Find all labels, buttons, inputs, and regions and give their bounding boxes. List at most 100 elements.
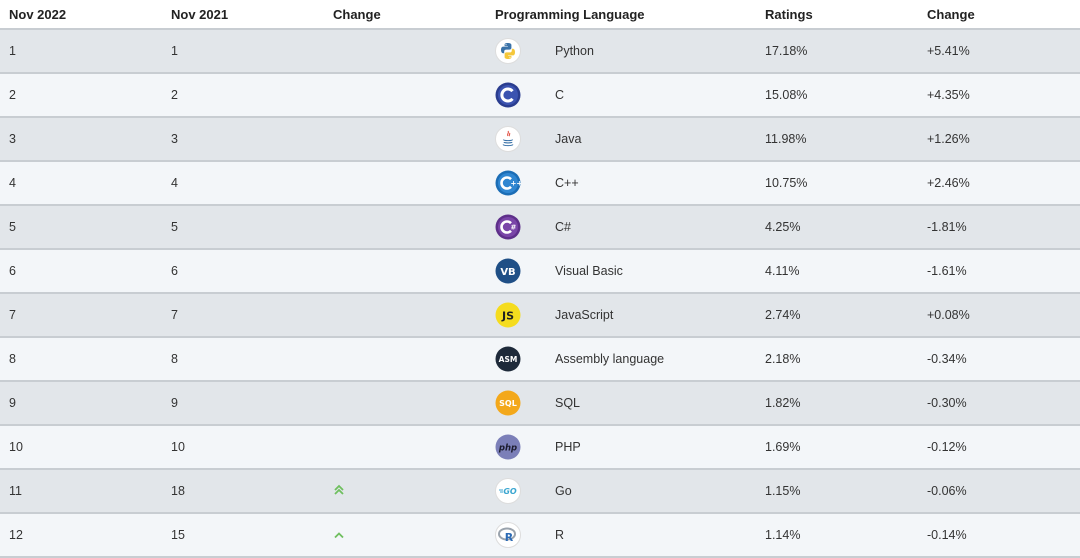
rank-nov-2022: 11 <box>0 469 162 514</box>
up-arrow-icon <box>333 531 345 539</box>
rating-value: 1.69% <box>756 425 918 470</box>
rating-change: +0.08% <box>918 293 1080 338</box>
csharp-logo-icon: # <box>495 214 521 240</box>
svg-text:SQL: SQL <box>499 399 517 408</box>
table-row: 4 4 ++ C++ 10.75% +2.46% <box>0 161 1080 206</box>
rank-nov-2022: 7 <box>0 293 162 338</box>
svg-text:ASM: ASM <box>499 355 518 364</box>
rating-value: 2.18% <box>756 337 918 382</box>
svg-text:GO: GO <box>503 487 517 496</box>
table-row: 9 9 SQL SQL 1.82% -0.30% <box>0 381 1080 426</box>
python-logo-icon <box>495 38 521 64</box>
language-name: JavaScript <box>555 308 614 322</box>
language-cell: ASM Assembly language <box>486 337 756 382</box>
table-row: 7 7 JS JavaScript 2.74% +0.08% <box>0 293 1080 338</box>
language-cell: VB Visual Basic <box>486 249 756 294</box>
rank-nov-2021: 18 <box>162 469 324 514</box>
go-logo-icon: GO <box>495 478 521 504</box>
rating-value: 1.15% <box>756 469 918 514</box>
language-cell: C <box>486 73 756 118</box>
vb-logo-icon: VB <box>495 258 521 284</box>
language-cell: Java <box>486 117 756 162</box>
svg-text:R: R <box>505 531 514 544</box>
rating-value: 10.75% <box>756 161 918 206</box>
language-cell: # C# <box>486 205 756 250</box>
language-name: Python <box>555 44 594 58</box>
rating-value: 4.11% <box>756 249 918 294</box>
rank-nov-2022: 1 <box>0 29 162 74</box>
table-row: 8 8 ASM Assembly language 2.18% -0.34% <box>0 337 1080 382</box>
svg-text:#: # <box>511 224 517 232</box>
table-row: 11 18 GO Go 1.15% -0.06% <box>0 469 1080 514</box>
table-row: 6 6 VB Visual Basic 4.11% -1.61% <box>0 249 1080 294</box>
svg-text:php: php <box>498 444 517 454</box>
rank-nov-2021: 4 <box>162 161 324 206</box>
position-change <box>324 117 486 162</box>
position-change <box>324 513 486 558</box>
language-cell: ++ C++ <box>486 161 756 206</box>
rank-nov-2022: 3 <box>0 117 162 162</box>
rating-value: 15.08% <box>756 73 918 118</box>
table-row: 5 5 # C# 4.25% -1.81% <box>0 205 1080 250</box>
language-name: R <box>555 528 565 542</box>
position-change <box>324 337 486 382</box>
table-row: 10 10 php PHP 1.69% -0.12% <box>0 425 1080 470</box>
double-up-arrow-icon <box>333 484 345 496</box>
svg-text:VB: VB <box>500 267 515 278</box>
rating-change: -0.14% <box>918 513 1080 558</box>
header-ratings: Ratings <box>756 0 918 30</box>
rank-nov-2021: 7 <box>162 293 324 338</box>
rating-change: +4.35% <box>918 73 1080 118</box>
language-cell: SQL SQL <box>486 381 756 426</box>
rank-nov-2022: 2 <box>0 73 162 118</box>
language-name: C <box>555 88 565 102</box>
position-change <box>324 73 486 118</box>
rating-change: -0.34% <box>918 337 1080 382</box>
rank-nov-2021: 10 <box>162 425 324 470</box>
language-name: SQL <box>555 396 581 410</box>
language-name: Assembly language <box>555 352 665 366</box>
header-nov-2021: Nov 2021 <box>162 0 324 30</box>
rating-value: 1.14% <box>756 513 918 558</box>
rating-change: -0.12% <box>918 425 1080 470</box>
rating-change: +5.41% <box>918 29 1080 74</box>
rank-nov-2021: 6 <box>162 249 324 294</box>
language-name: Go <box>555 484 572 498</box>
asm-logo-icon: ASM <box>495 346 521 372</box>
position-change <box>324 161 486 206</box>
language-cell: Python <box>486 29 756 74</box>
table-row: 1 1 Python 17.18% +5.41% <box>0 29 1080 74</box>
rating-change: +2.46% <box>918 161 1080 206</box>
position-change <box>324 469 486 514</box>
sql-logo-icon: SQL <box>495 390 521 416</box>
position-change <box>324 205 486 250</box>
header-programming-language: Programming Language <box>486 0 756 30</box>
rating-value: 11.98% <box>756 117 918 162</box>
position-change <box>324 381 486 426</box>
rank-nov-2021: 5 <box>162 205 324 250</box>
rating-value: 1.82% <box>756 381 918 426</box>
rank-nov-2021: 3 <box>162 117 324 162</box>
rating-value: 4.25% <box>756 205 918 250</box>
java-logo-icon <box>495 126 521 152</box>
table-row: 12 15 R R 1.14% -0.14% <box>0 513 1080 558</box>
rank-nov-2021: 1 <box>162 29 324 74</box>
rank-nov-2022: 10 <box>0 425 162 470</box>
js-logo-icon: JS <box>495 302 521 328</box>
cpp-logo-icon: ++ <box>495 170 521 196</box>
rank-nov-2022: 4 <box>0 161 162 206</box>
r-logo-icon: R <box>495 522 521 548</box>
rating-value: 17.18% <box>756 29 918 74</box>
header-nov-2022: Nov 2022 <box>0 0 162 30</box>
table-header-row: Nov 2022 Nov 2021 Change Programming Lan… <box>0 0 1080 30</box>
rank-nov-2022: 9 <box>0 381 162 426</box>
rank-nov-2021: 2 <box>162 73 324 118</box>
rating-change: +1.26% <box>918 117 1080 162</box>
position-change <box>324 425 486 470</box>
table-row: 3 3 Java 11.98% +1.26% <box>0 117 1080 162</box>
language-cell: JS JavaScript <box>486 293 756 338</box>
position-change <box>324 249 486 294</box>
position-change <box>324 29 486 74</box>
rating-change: -0.30% <box>918 381 1080 426</box>
